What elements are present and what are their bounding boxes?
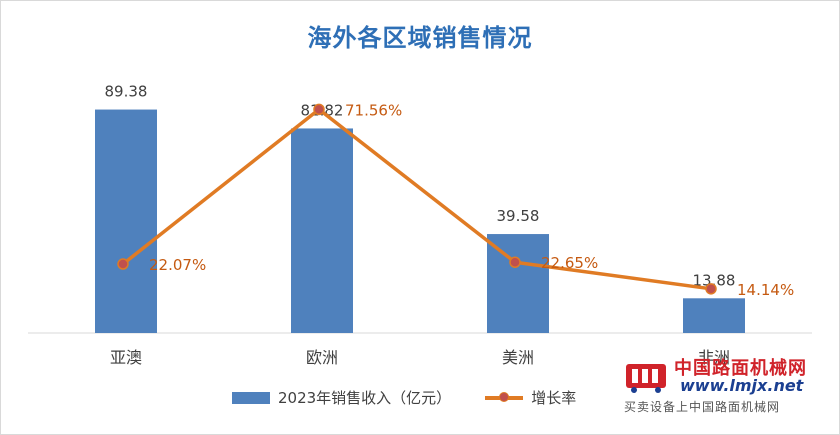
- category-label-2: 欧洲: [306, 348, 338, 367]
- legend-line-swatch: [485, 391, 524, 402]
- category-label-1: 亚澳: [110, 348, 142, 367]
- growth-rate-line: [121, 107, 712, 291]
- bar-4: [683, 298, 745, 333]
- legend-item-revenue: 2023年销售收入（亿元）: [232, 387, 451, 408]
- growth-rate-label-3: 22.65%: [541, 254, 598, 272]
- growth-rate-point-3: [509, 256, 521, 268]
- growth-rate-label-2: 71.56%: [345, 101, 402, 119]
- growth-rate-point-1: [117, 258, 129, 270]
- growth-rate-label-4: 14.14%: [737, 281, 794, 299]
- watermark-logo-icon: [626, 364, 666, 393]
- watermark-site-name: 中国路面机械网: [674, 358, 807, 379]
- watermark-url: www.lmjx.net: [680, 376, 804, 395]
- legend-bar-swatch: [232, 391, 270, 404]
- watermark-tagline: 买卖设备上中国路面机械网: [624, 400, 781, 414]
- bar-2: [291, 128, 353, 333]
- legend-marker-dot: [499, 391, 510, 402]
- chart-legend: 2023年销售收入（亿元） 增长率: [232, 387, 610, 408]
- legend-label-revenue: 2023年销售收入（亿元）: [278, 389, 452, 407]
- category-label-3: 美洲: [502, 348, 534, 367]
- category-label-4: 非洲: [698, 348, 730, 367]
- growth-rate-point-4: [705, 283, 717, 295]
- legend-label-growth: 增长率: [531, 389, 577, 407]
- growth-rate-label-1: 22.07%: [149, 256, 206, 274]
- bar-1: [95, 109, 157, 333]
- bar-value-label-1: 89.38: [105, 83, 148, 101]
- bar-value-label-3: 39.58: [497, 207, 540, 225]
- legend-item-growth: 增长率: [485, 387, 576, 408]
- watermark: 中国路面机械网 www.lmjx.net 买卖设备上中国路面机械网: [622, 352, 836, 422]
- chart-title: 海外各区域销售情况: [307, 24, 533, 52]
- growth-rate-point-2: [313, 103, 325, 116]
- bar-value-label-4: 13.88: [693, 271, 736, 289]
